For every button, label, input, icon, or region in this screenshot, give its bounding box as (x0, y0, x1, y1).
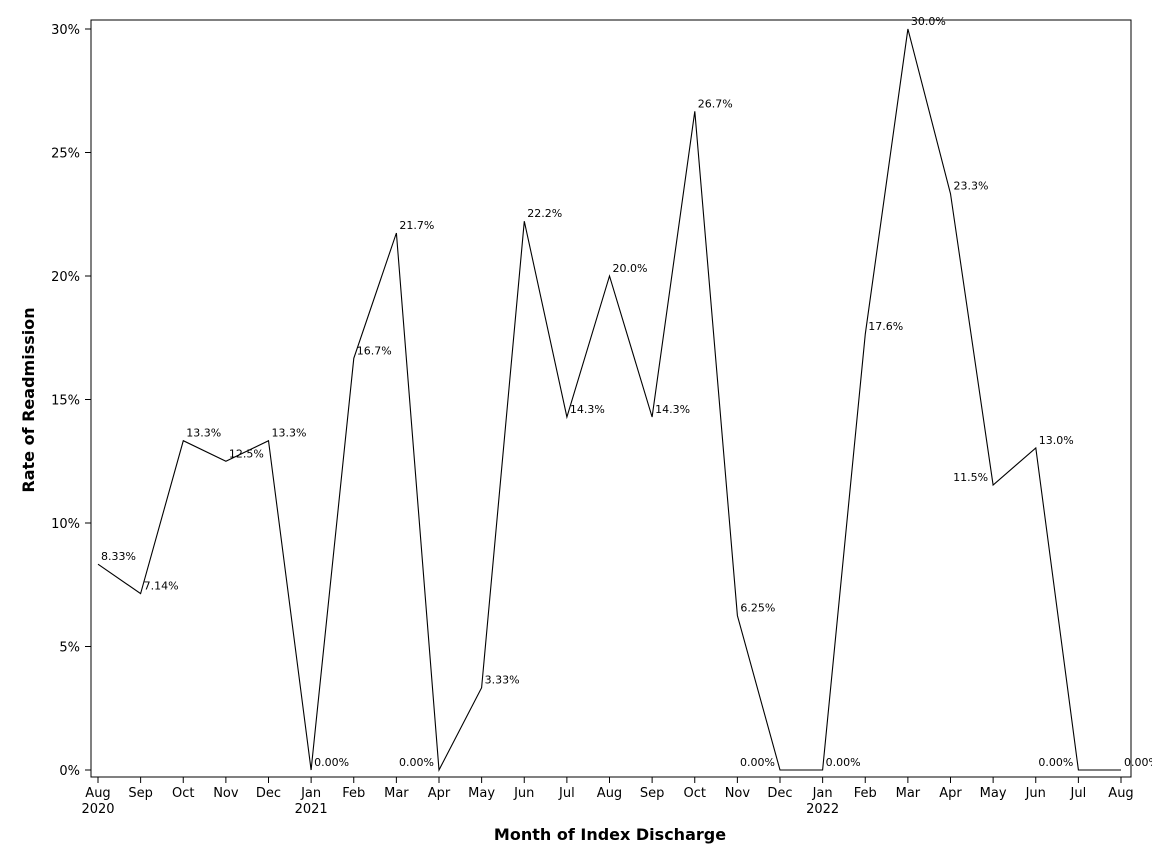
data-label: 3.33% (485, 674, 520, 687)
data-label: 11.5% (953, 471, 988, 484)
data-label: 0.00% (1038, 756, 1073, 769)
x-tick-label: Nov (725, 786, 751, 801)
data-label: 0.00% (399, 756, 434, 769)
y-axis-title: Rate of Readmission (19, 307, 38, 492)
x-tick-label: Dec (767, 786, 792, 801)
x-year-label: 2021 (295, 802, 328, 817)
data-label: 8.33% (101, 550, 136, 563)
x-tick-label: Jan (812, 786, 833, 801)
series-line (97, 28, 1121, 772)
data-label: 21.7% (399, 219, 434, 232)
y-tick-label: 0% (59, 764, 80, 779)
data-label: 13.0% (1039, 434, 1074, 447)
data-label: 13.3% (186, 427, 221, 440)
x-tick-label: Jun (513, 786, 534, 801)
data-label: 14.3% (655, 403, 690, 416)
x-tick-label: Jun (1025, 786, 1046, 801)
y-tick-label: 25% (51, 147, 80, 162)
x-year-label: 2020 (81, 802, 114, 817)
data-label: 23.3% (954, 180, 989, 193)
x-tick-label: Apr (939, 786, 962, 801)
x-tick-label: May (468, 786, 495, 801)
x-tick-label: Sep (128, 786, 153, 801)
x-tick-label: Jul (558, 786, 575, 801)
x-tick-label: Aug (1108, 786, 1133, 801)
x-year-label: 2022 (806, 802, 839, 817)
x-tick-label: Dec (256, 786, 281, 801)
data-label: 7.14% (144, 580, 179, 593)
data-label: 6.25% (740, 602, 775, 615)
x-tick-label: Oct (172, 786, 194, 801)
x-tick-label: Mar (384, 786, 409, 801)
data-label: 22.2% (527, 207, 562, 220)
x-tick-label: Mar (896, 786, 921, 801)
x-tick-label: Sep (640, 786, 665, 801)
x-tick-label: Aug (597, 786, 622, 801)
data-label: 0.00% (826, 756, 861, 769)
plot-frame (90, 19, 1132, 778)
x-tick-label: Feb (854, 786, 877, 801)
y-tick-label: 20% (51, 270, 80, 285)
data-label: 0.00% (1124, 756, 1152, 769)
y-tick-label: 30% (51, 23, 80, 38)
data-label: 12.5% (229, 447, 264, 460)
x-tick-label: Feb (342, 786, 365, 801)
y-tick-label: 5% (59, 641, 80, 656)
data-label: 14.3% (570, 403, 605, 416)
data-label: 30.0% (911, 15, 946, 28)
x-tick-label: Jan (300, 786, 321, 801)
x-tick-label: Jul (1070, 786, 1087, 801)
x-axis-title: Month of Index Discharge (494, 825, 726, 844)
data-label: 17.6% (868, 320, 903, 333)
x-tick-label: May (980, 786, 1007, 801)
data-label: 26.7% (698, 97, 733, 110)
x-tick-label: Nov (213, 786, 239, 801)
data-label: 20.0% (613, 262, 648, 275)
data-label: 0.00% (314, 756, 349, 769)
x-tick-label: Oct (684, 786, 706, 801)
x-tick-label: Apr (428, 786, 451, 801)
data-label: 13.3% (272, 427, 307, 440)
y-tick-label: 15% (51, 394, 80, 409)
y-axis: 0% 5% 10% 15% 20% 25% 30% (51, 23, 91, 779)
x-tick-label: Aug (85, 786, 110, 801)
data-label: 16.7% (357, 344, 392, 357)
y-tick-label: 10% (51, 517, 80, 532)
data-label: 0.00% (740, 756, 775, 769)
data-labels: 8.33% 7.14% 13.3% 12.5% 13.3% 0.00% 16.7% 21.7%… (101, 15, 1152, 769)
